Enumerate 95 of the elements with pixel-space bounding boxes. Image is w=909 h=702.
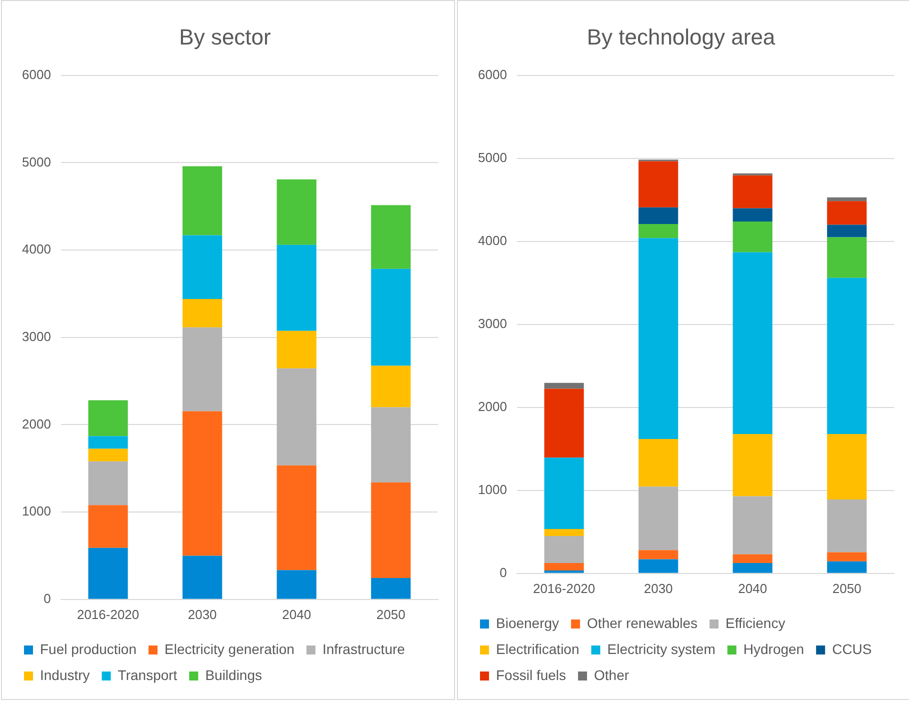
- bar: [371, 407, 411, 482]
- bar: [371, 205, 411, 269]
- x-tick-label: 2016-2020: [76, 606, 140, 622]
- bar: [638, 486, 678, 550]
- x-tick-label: 2040: [738, 580, 768, 596]
- bar: [827, 561, 867, 573]
- bar: [371, 578, 411, 599]
- bar: [544, 528, 584, 536]
- y-tick-label: 6000: [478, 66, 507, 82]
- legend-label: Fossil fuels: [496, 666, 566, 683]
- bar: [544, 458, 584, 529]
- y-tick-label: 2000: [22, 416, 51, 432]
- bar: [827, 201, 867, 225]
- legend-label: Bioenergy: [496, 614, 560, 631]
- y-tick-label: 4000: [478, 232, 507, 248]
- legend-label: Other renewables: [587, 614, 698, 631]
- bar: [88, 461, 128, 506]
- bar: [276, 465, 316, 570]
- bar: [371, 366, 411, 408]
- bar: [732, 221, 772, 252]
- bar: [544, 536, 584, 564]
- bar: [732, 563, 772, 573]
- bar: [182, 556, 222, 599]
- bar: [827, 197, 867, 202]
- legend-label: Electrification: [496, 640, 580, 657]
- legend-label: Electricity generation: [164, 640, 294, 657]
- bar: [88, 505, 128, 548]
- bar: [182, 235, 222, 299]
- y-tick-label: 1000: [22, 504, 51, 519]
- legend-label: Transport: [118, 666, 178, 683]
- bar: [276, 330, 316, 368]
- bar: [88, 448, 128, 462]
- bar: [732, 208, 772, 222]
- bar: [638, 161, 678, 208]
- bar: [88, 436, 128, 449]
- bar: [276, 244, 316, 331]
- bar: [732, 175, 772, 208]
- bar: [638, 438, 678, 487]
- bar: [638, 559, 678, 573]
- x-tick-label: 2050: [832, 580, 862, 596]
- legend-label: Industry: [40, 666, 90, 683]
- x-tick-label: 2050: [376, 606, 406, 622]
- y-tick-label: 2000: [478, 398, 507, 414]
- legend-label: Other: [594, 666, 630, 683]
- bar: [88, 400, 128, 436]
- y-tick-label: 0: [44, 590, 51, 606]
- bar: [732, 554, 772, 564]
- bar: [544, 388, 584, 458]
- bar: [276, 179, 316, 245]
- bar: [638, 238, 678, 439]
- bar: [88, 548, 128, 599]
- legend-label: Efficiency: [726, 614, 786, 631]
- bar: [371, 482, 411, 578]
- bar: [638, 207, 678, 224]
- legend-label: Hydrogen: [743, 640, 804, 657]
- y-tick-label: 1000: [478, 482, 507, 497]
- bar: [182, 298, 222, 328]
- y-tick-label: 4000: [22, 242, 51, 257]
- bar: [544, 563, 584, 570]
- bar: [276, 368, 316, 466]
- x-tick-label: 2030: [188, 606, 217, 622]
- y-tick-label: 5000: [478, 150, 507, 165]
- y-tick-label: 3000: [478, 316, 507, 331]
- legend-label: Infrastructure: [322, 640, 406, 657]
- bar: [827, 278, 867, 434]
- bar: [827, 237, 867, 278]
- bar: [732, 252, 772, 434]
- bar: [182, 411, 222, 556]
- bar: [371, 268, 411, 366]
- bar: [182, 327, 222, 412]
- legend-label: Electricity system: [607, 640, 716, 657]
- x-tick-label: 2016-2020: [532, 580, 596, 596]
- bar: [544, 570, 584, 573]
- bar: [732, 434, 772, 496]
- chart-title: By technology area: [586, 24, 776, 50]
- legend-label: Buildings: [205, 666, 262, 683]
- bar: [638, 550, 678, 560]
- y-tick-label: 5000: [22, 154, 51, 170]
- y-tick-label: 3000: [22, 328, 51, 344]
- bar: [276, 570, 316, 599]
- bar: [544, 382, 584, 389]
- x-tick-label: 2030: [644, 580, 673, 596]
- bar: [827, 552, 867, 562]
- y-tick-label: 6000: [22, 66, 51, 82]
- bar: [732, 496, 772, 554]
- chart-title: By sector: [179, 24, 271, 50]
- bar: [827, 224, 867, 238]
- legend-label: CCUS: [832, 640, 872, 657]
- y-tick-label: 0: [500, 564, 507, 580]
- bar: [182, 166, 222, 236]
- bar: [638, 224, 678, 238]
- bar: [827, 434, 867, 500]
- bar: [827, 500, 867, 552]
- legend-label: Fuel production: [40, 640, 137, 657]
- x-tick-label: 2040: [282, 606, 312, 622]
